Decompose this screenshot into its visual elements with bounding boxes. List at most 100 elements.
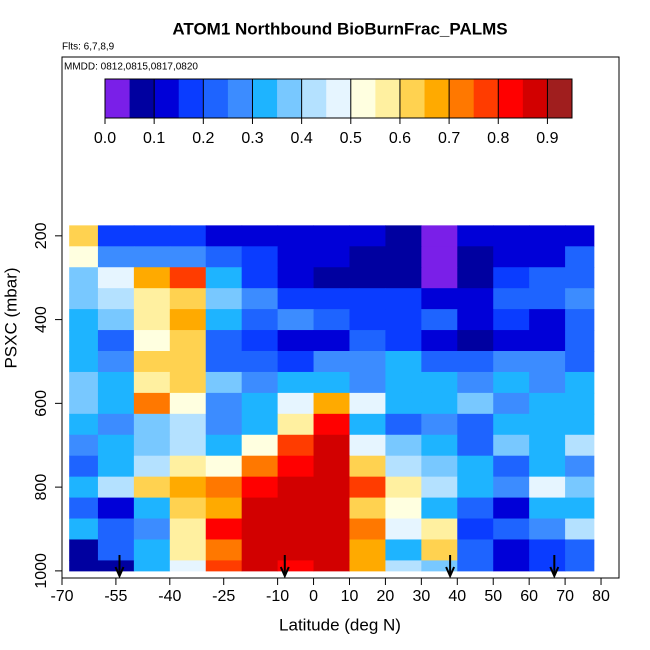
heat-cell xyxy=(277,392,315,415)
heat-cell xyxy=(421,413,458,436)
heat-cell xyxy=(313,539,350,561)
heat-cell xyxy=(277,371,315,394)
heat-cell xyxy=(457,225,494,247)
heat-cell xyxy=(529,330,566,352)
heat-cell xyxy=(529,413,566,436)
heat-cell xyxy=(169,246,207,268)
heat-cell xyxy=(385,476,422,499)
heat-cell xyxy=(97,309,135,331)
heat-cell xyxy=(313,267,350,289)
heat-cell xyxy=(69,392,99,415)
heat-cell xyxy=(565,497,595,520)
heat-cell xyxy=(349,330,386,352)
heat-cell xyxy=(133,539,171,561)
heat-cell xyxy=(241,288,279,310)
heat-cell xyxy=(133,455,171,478)
x-tick-label: 30 xyxy=(412,588,430,605)
heat-cell xyxy=(133,518,171,540)
heat-cell xyxy=(205,434,243,457)
heat-cell xyxy=(493,539,530,561)
x-tick-label: -55 xyxy=(104,588,127,605)
heat-cell xyxy=(241,351,279,373)
heat-cell xyxy=(349,455,386,478)
y-axis-label: PSXC (mbar) xyxy=(1,267,20,368)
heat-cell xyxy=(97,539,135,561)
heat-cell xyxy=(349,497,386,520)
heat-cell xyxy=(277,330,315,352)
heat-cell xyxy=(349,371,386,394)
heat-cell xyxy=(97,288,135,310)
heat-cell xyxy=(529,225,566,247)
y-tick-label: 200 xyxy=(33,222,50,249)
heat-cell xyxy=(277,225,315,247)
heat-cell xyxy=(313,413,350,436)
heat-cell xyxy=(313,518,350,540)
heat-cell xyxy=(457,309,494,331)
colorbar-swatch xyxy=(350,79,376,118)
heat-cell xyxy=(385,413,422,436)
heat-cell xyxy=(169,392,207,415)
heat-cell xyxy=(69,518,99,540)
heat-cell xyxy=(277,518,315,540)
heat-cell xyxy=(205,518,243,540)
heat-cell xyxy=(565,455,595,478)
heat-cell xyxy=(277,560,315,572)
colorbar-swatch xyxy=(375,79,401,118)
heat-cell xyxy=(457,476,494,499)
heat-cell xyxy=(69,413,99,436)
x-tick-label: 0 xyxy=(309,588,318,605)
heat-cell xyxy=(97,413,135,436)
colorbar-swatch xyxy=(473,79,499,118)
colorbar-tick-label: 0.2 xyxy=(192,130,214,147)
heat-cell xyxy=(493,246,530,268)
heat-cell xyxy=(457,267,494,289)
heat-cell xyxy=(529,476,566,499)
heat-cell xyxy=(97,246,135,268)
heat-cell xyxy=(241,392,279,415)
heat-cell xyxy=(97,330,135,352)
heat-cell xyxy=(385,288,422,310)
heat-cell xyxy=(69,434,99,457)
heat-cell xyxy=(565,392,595,415)
heat-cell xyxy=(313,225,350,247)
heat-cell xyxy=(421,267,458,289)
heat-cell xyxy=(241,539,279,561)
heat-cell xyxy=(169,288,207,310)
x-tick-label: -70 xyxy=(50,588,73,605)
heat-cell xyxy=(205,309,243,331)
heat-cell xyxy=(421,434,458,457)
heat-cell xyxy=(385,434,422,457)
heat-cell xyxy=(349,518,386,540)
heat-cell xyxy=(169,497,207,520)
heat-cell xyxy=(493,455,530,478)
heat-cell xyxy=(205,288,243,310)
heat-cell xyxy=(241,497,279,520)
heat-cell xyxy=(457,246,494,268)
heat-cell xyxy=(385,392,422,415)
heat-cell xyxy=(493,267,530,289)
heat-cell xyxy=(421,225,458,247)
colorbar-swatch xyxy=(326,79,352,118)
x-tick-label: -40 xyxy=(158,588,181,605)
heat-cell xyxy=(241,560,279,572)
heat-cell xyxy=(457,518,494,540)
heat-cell xyxy=(133,288,171,310)
heat-cell xyxy=(97,225,135,247)
heat-cell xyxy=(421,351,458,373)
colorbar-swatch xyxy=(154,79,180,118)
heat-cell xyxy=(277,413,315,436)
heat-cell xyxy=(385,497,422,520)
heat-cell xyxy=(457,497,494,520)
heat-cell xyxy=(565,309,595,331)
heat-cell xyxy=(241,455,279,478)
heat-cell xyxy=(349,434,386,457)
heat-cell xyxy=(277,434,315,457)
heat-cell xyxy=(169,309,207,331)
heat-cell xyxy=(313,371,350,394)
heat-cell xyxy=(69,246,99,268)
heat-cell xyxy=(277,351,315,373)
heat-cell xyxy=(313,288,350,310)
colorbar-swatch xyxy=(547,79,573,118)
heat-cell xyxy=(529,560,566,572)
